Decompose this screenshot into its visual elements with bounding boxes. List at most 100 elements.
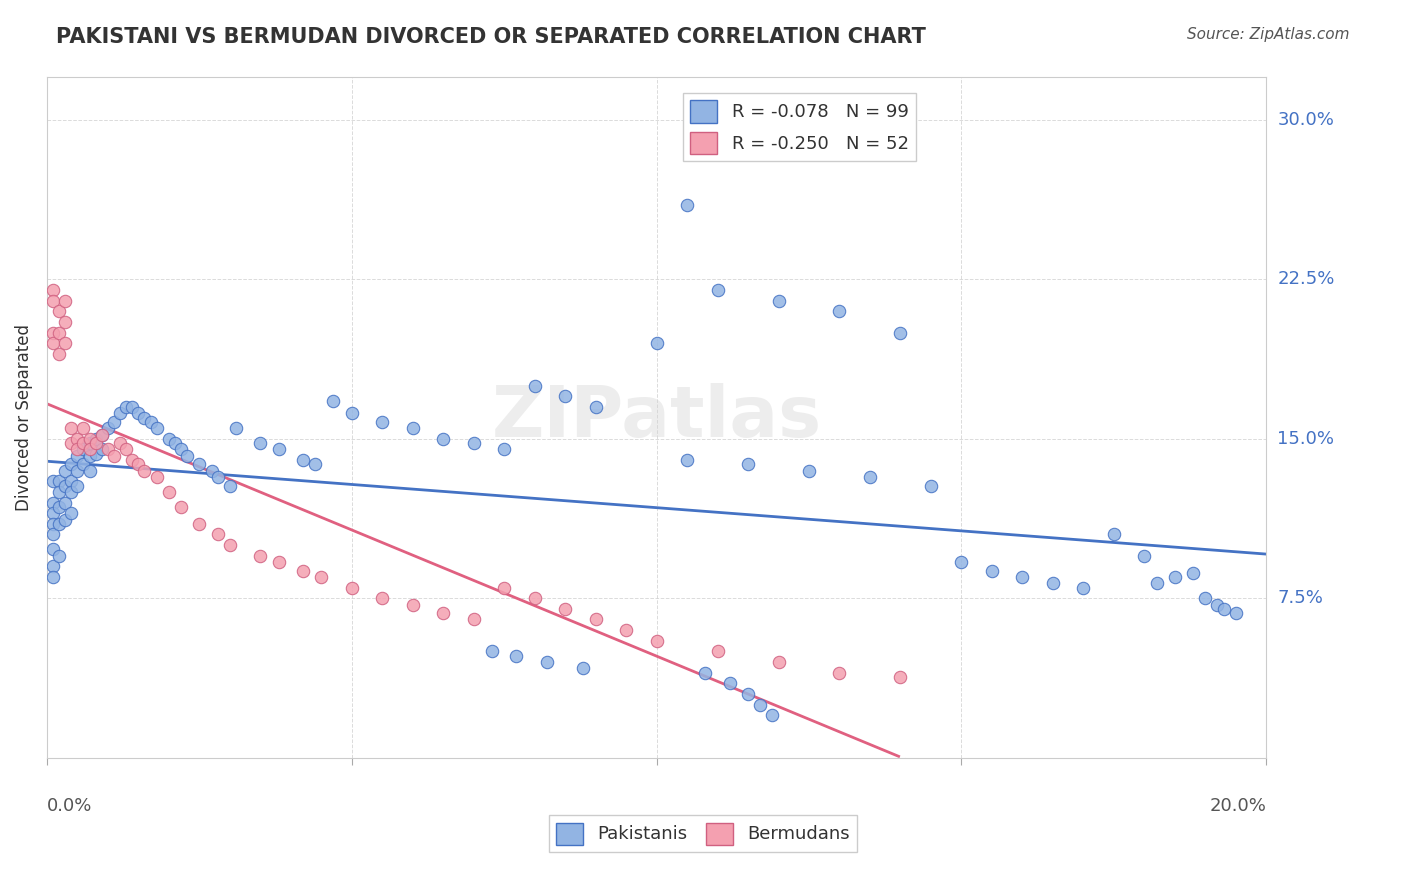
Point <box>523 378 546 392</box>
Point <box>48 304 70 318</box>
Point <box>48 485 70 500</box>
Point <box>737 458 759 472</box>
Point <box>42 336 65 351</box>
Point <box>42 542 65 557</box>
Point <box>505 648 527 663</box>
Point <box>494 581 516 595</box>
Point <box>66 442 89 457</box>
Point <box>145 470 167 484</box>
Point <box>309 570 332 584</box>
Point <box>176 449 198 463</box>
Point <box>72 436 94 450</box>
Point <box>48 347 70 361</box>
Point <box>42 527 65 541</box>
Point <box>207 470 229 484</box>
Point <box>218 478 240 492</box>
Point <box>90 427 112 442</box>
Text: 22.5%: 22.5% <box>1278 270 1334 288</box>
Point <box>676 453 699 467</box>
Point <box>1011 570 1033 584</box>
Point <box>84 432 107 446</box>
Point <box>48 500 70 514</box>
Point <box>60 475 83 489</box>
Point <box>66 432 89 446</box>
Point <box>139 415 162 429</box>
Point <box>79 442 101 457</box>
Point <box>48 475 70 489</box>
Point <box>53 464 76 478</box>
Point <box>163 436 186 450</box>
Point <box>402 598 425 612</box>
Point <box>1225 606 1247 620</box>
Point <box>42 283 65 297</box>
Point <box>42 570 65 584</box>
Point <box>60 506 83 520</box>
Point <box>48 549 70 563</box>
Point <box>72 442 94 457</box>
Point <box>97 421 120 435</box>
Text: ZIPatlas: ZIPatlas <box>492 383 821 452</box>
Point <box>322 393 344 408</box>
Point <box>797 464 820 478</box>
Point <box>432 606 454 620</box>
Text: Source: ZipAtlas.com: Source: ZipAtlas.com <box>1187 27 1350 42</box>
Point <box>79 436 101 450</box>
Point <box>90 442 112 457</box>
Point <box>42 559 65 574</box>
Point <box>481 644 503 658</box>
Point <box>170 442 193 457</box>
Point <box>676 198 699 212</box>
Point <box>645 633 668 648</box>
Point <box>1102 527 1125 541</box>
Point <box>828 304 851 318</box>
Point <box>706 283 728 297</box>
Point <box>84 436 107 450</box>
Point <box>249 549 271 563</box>
Point <box>53 495 76 509</box>
Point <box>1042 576 1064 591</box>
Point <box>572 661 595 675</box>
Point <box>889 670 911 684</box>
Point <box>291 564 314 578</box>
Point <box>737 687 759 701</box>
Point <box>79 449 101 463</box>
Point <box>695 665 717 680</box>
Point <box>115 400 138 414</box>
Text: 15.0%: 15.0% <box>1278 430 1334 448</box>
Point <box>134 410 156 425</box>
Point <box>402 421 425 435</box>
Text: PAKISTANI VS BERMUDAN DIVORCED OR SEPARATED CORRELATION CHART: PAKISTANI VS BERMUDAN DIVORCED OR SEPARA… <box>56 27 927 46</box>
Point <box>42 293 65 308</box>
Point <box>554 602 576 616</box>
Point <box>53 478 76 492</box>
Point <box>157 485 180 500</box>
Legend: Pakistanis, Bermudans: Pakistanis, Bermudans <box>548 815 858 852</box>
Point <box>536 655 558 669</box>
Point <box>66 449 89 463</box>
Point <box>463 613 485 627</box>
Point <box>523 591 546 606</box>
Point <box>1182 566 1205 580</box>
Point <box>768 655 790 669</box>
Text: 0.0%: 0.0% <box>46 797 93 814</box>
Point <box>42 516 65 531</box>
Point <box>950 555 973 569</box>
Point <box>42 475 65 489</box>
Point <box>97 442 120 457</box>
Point <box>218 538 240 552</box>
Point <box>108 436 131 450</box>
Point <box>768 293 790 308</box>
Point <box>200 464 222 478</box>
Point <box>304 458 326 472</box>
Point <box>103 415 125 429</box>
Point <box>42 495 65 509</box>
Point <box>42 326 65 340</box>
Point <box>249 436 271 450</box>
Point <box>554 389 576 403</box>
Point <box>79 464 101 478</box>
Point <box>980 564 1002 578</box>
Point <box>53 315 76 329</box>
Point <box>1164 570 1187 584</box>
Point <box>340 581 363 595</box>
Point <box>585 400 607 414</box>
